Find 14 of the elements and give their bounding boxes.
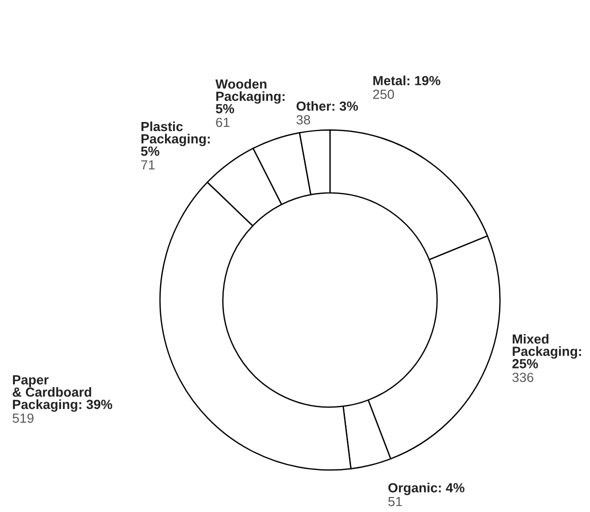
data-label: 71	[141, 160, 155, 170]
slice-label: Other: 3%	[296, 101, 358, 111]
data-label: 250	[373, 90, 394, 99]
slice-label: Plastic Packaging: 5%	[141, 122, 210, 156]
slice-label: Mixed Packaging: 25%	[512, 334, 582, 368]
slice-label: Organic: 4%	[388, 482, 464, 496]
data-label: 336	[512, 372, 534, 382]
slice-label: Metal: 19%	[373, 76, 440, 86]
data-label: 519	[12, 413, 34, 423]
slice-label: Paper & Cardboard Packaging: 39%	[12, 375, 112, 412]
slice-label: Wooden Packaging: 5%	[215, 79, 285, 114]
data-label: 38	[296, 115, 310, 124]
data-label: 61	[216, 118, 230, 128]
data-label: 51	[388, 496, 402, 506]
